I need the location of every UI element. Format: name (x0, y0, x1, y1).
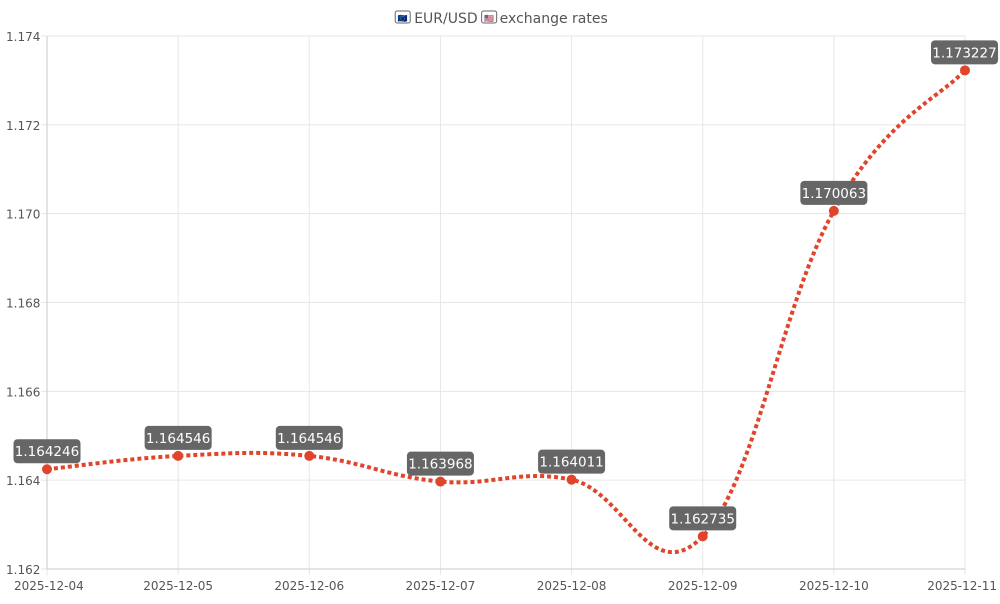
y-tick-label: 1.170 (6, 208, 40, 222)
x-tick-label: 2025-12-09 (668, 579, 738, 593)
data-label-text: 1.164546 (146, 431, 210, 447)
data-label: 1.170063 (800, 180, 868, 205)
series (42, 65, 970, 555)
data-label-text: 1.170063 (802, 186, 866, 202)
data-label: 1.164246 (13, 439, 81, 464)
data-point[interactable] (960, 65, 970, 76)
y-tick-label: 1.168 (6, 297, 40, 311)
data-label: 1.163968 (406, 451, 474, 476)
data-point[interactable] (304, 450, 315, 461)
data-label-text: 1.163968 (408, 457, 472, 473)
y-tick-label: 1.164 (6, 474, 40, 488)
x-tick-label: 2025-12-04 (14, 579, 84, 593)
data-label-text: 1.164546 (277, 431, 341, 447)
x-tick-label: 2025-12-08 (537, 579, 607, 593)
data-label: 1.164546 (275, 425, 343, 450)
axes: 1.162 1.164 1.166 1.168 1.170 1.172 1.174 2025-… (6, 30, 997, 593)
data-label-box (275, 425, 343, 450)
data-label-box (13, 439, 81, 464)
data-label-text: 1.164011 (539, 455, 603, 471)
x-tick-label: 2025-12-05 (143, 579, 213, 593)
data-point[interactable] (697, 531, 708, 542)
data-point[interactable] (173, 450, 184, 461)
y-tick-label: 1.172 (6, 119, 40, 133)
data-label-box (669, 506, 737, 531)
data-label: 1.162735 (669, 506, 737, 531)
data-label-box (406, 451, 474, 476)
title-flag-right: 🇺🇸 (484, 14, 494, 23)
title-gap: exchange rates (500, 11, 608, 27)
data-label-text: 1.173227 (932, 45, 996, 61)
title-flag-left-icon (394, 10, 411, 24)
x-tick-label: 2025-12-06 (274, 579, 344, 593)
title-part-pair: EUR/USD (414, 11, 477, 27)
data-label-box (538, 449, 606, 474)
data-labels: 1.164246 1.164546 1.164546 1.163968 1.164011… (13, 40, 998, 531)
data-label: 1.164546 (144, 425, 212, 450)
grid (46, 35, 966, 570)
y-tick-label: 1.162 (6, 563, 40, 577)
chart-title: 🇪🇺 EUR/USD exchange rates 🇺🇸 (394, 10, 608, 27)
title-flag-right-icon (481, 10, 498, 24)
data-label-box (144, 425, 212, 450)
data-point[interactable] (828, 205, 839, 216)
data-label: 1.173227 (931, 40, 998, 65)
data-label-text: 1.162735 (671, 511, 735, 527)
data-label: 1.164011 (538, 449, 606, 474)
data-label-text: 1.164246 (15, 444, 79, 460)
data-label-box (931, 40, 998, 65)
x-tick-label: 2025-12-07 (406, 579, 476, 593)
data-point[interactable] (566, 474, 577, 485)
data-point[interactable] (435, 476, 446, 487)
x-tick-label: 2025-12-11 (927, 579, 997, 593)
data-label-box (800, 180, 868, 205)
y-tick-label: 1.174 (6, 30, 40, 44)
x-tick-label: 2025-12-10 (799, 579, 869, 593)
title-text: EUR/USD exchange rates (414, 11, 608, 27)
data-point[interactable] (42, 464, 52, 475)
y-tick-label: 1.166 (6, 385, 40, 399)
title-flag-left: 🇪🇺 (398, 14, 408, 23)
